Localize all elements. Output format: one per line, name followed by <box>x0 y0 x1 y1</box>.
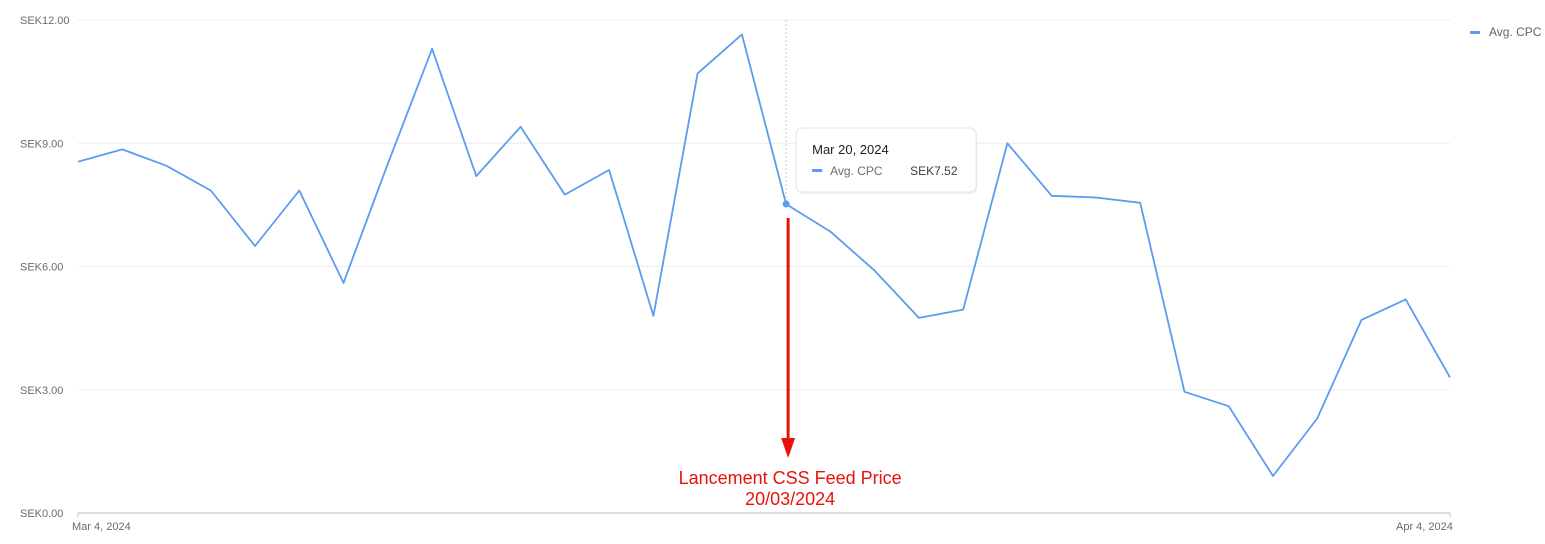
grid-layer <box>78 19 1450 391</box>
x-tick-label: Mar 4, 2024 <box>72 521 131 533</box>
tooltip-layer[interactable]: Mar 20, 2024 Avg. CPC SEK7.52 <box>795 127 978 194</box>
annotation-arrow-head <box>781 438 796 458</box>
tooltip-series-label: Avg. CPC <box>830 164 883 178</box>
y-tick-label: SEK9.00 <box>20 138 63 150</box>
legend-layer[interactable]: Avg. CPC <box>1470 25 1542 39</box>
series-layer <box>77 33 1451 477</box>
series-line-avg-cpc[interactable] <box>77 33 1451 477</box>
y-tick-label: SEK0.00 <box>20 508 63 520</box>
y-tick-label: SEK3.00 <box>20 385 63 397</box>
tooltip-series-swatch <box>812 169 823 172</box>
axis-layer: SEK0.00 SEK3.00 SEK6.00 SEK9.00 SEK12.00 Mar … <box>20 15 1453 533</box>
annotation-text-line2: 20/03/2024 <box>745 489 835 509</box>
tooltip-date: Mar 20, 2024 <box>812 142 889 157</box>
y-tick-label: SEK12.00 <box>20 15 70 27</box>
annotation-text-line1: Lancement CSS Feed Price <box>679 468 902 488</box>
y-tick-label: SEK6.00 <box>20 262 63 274</box>
tooltip-card <box>795 127 977 193</box>
legend-label-avg-cpc[interactable]: Avg. CPC <box>1489 25 1542 39</box>
highlighted-data-point[interactable] <box>782 200 790 208</box>
tooltip-value: SEK7.52 <box>910 164 958 178</box>
legend-swatch-avg-cpc <box>1470 31 1480 34</box>
x-tick-label: Apr 4, 2024 <box>1396 521 1453 533</box>
